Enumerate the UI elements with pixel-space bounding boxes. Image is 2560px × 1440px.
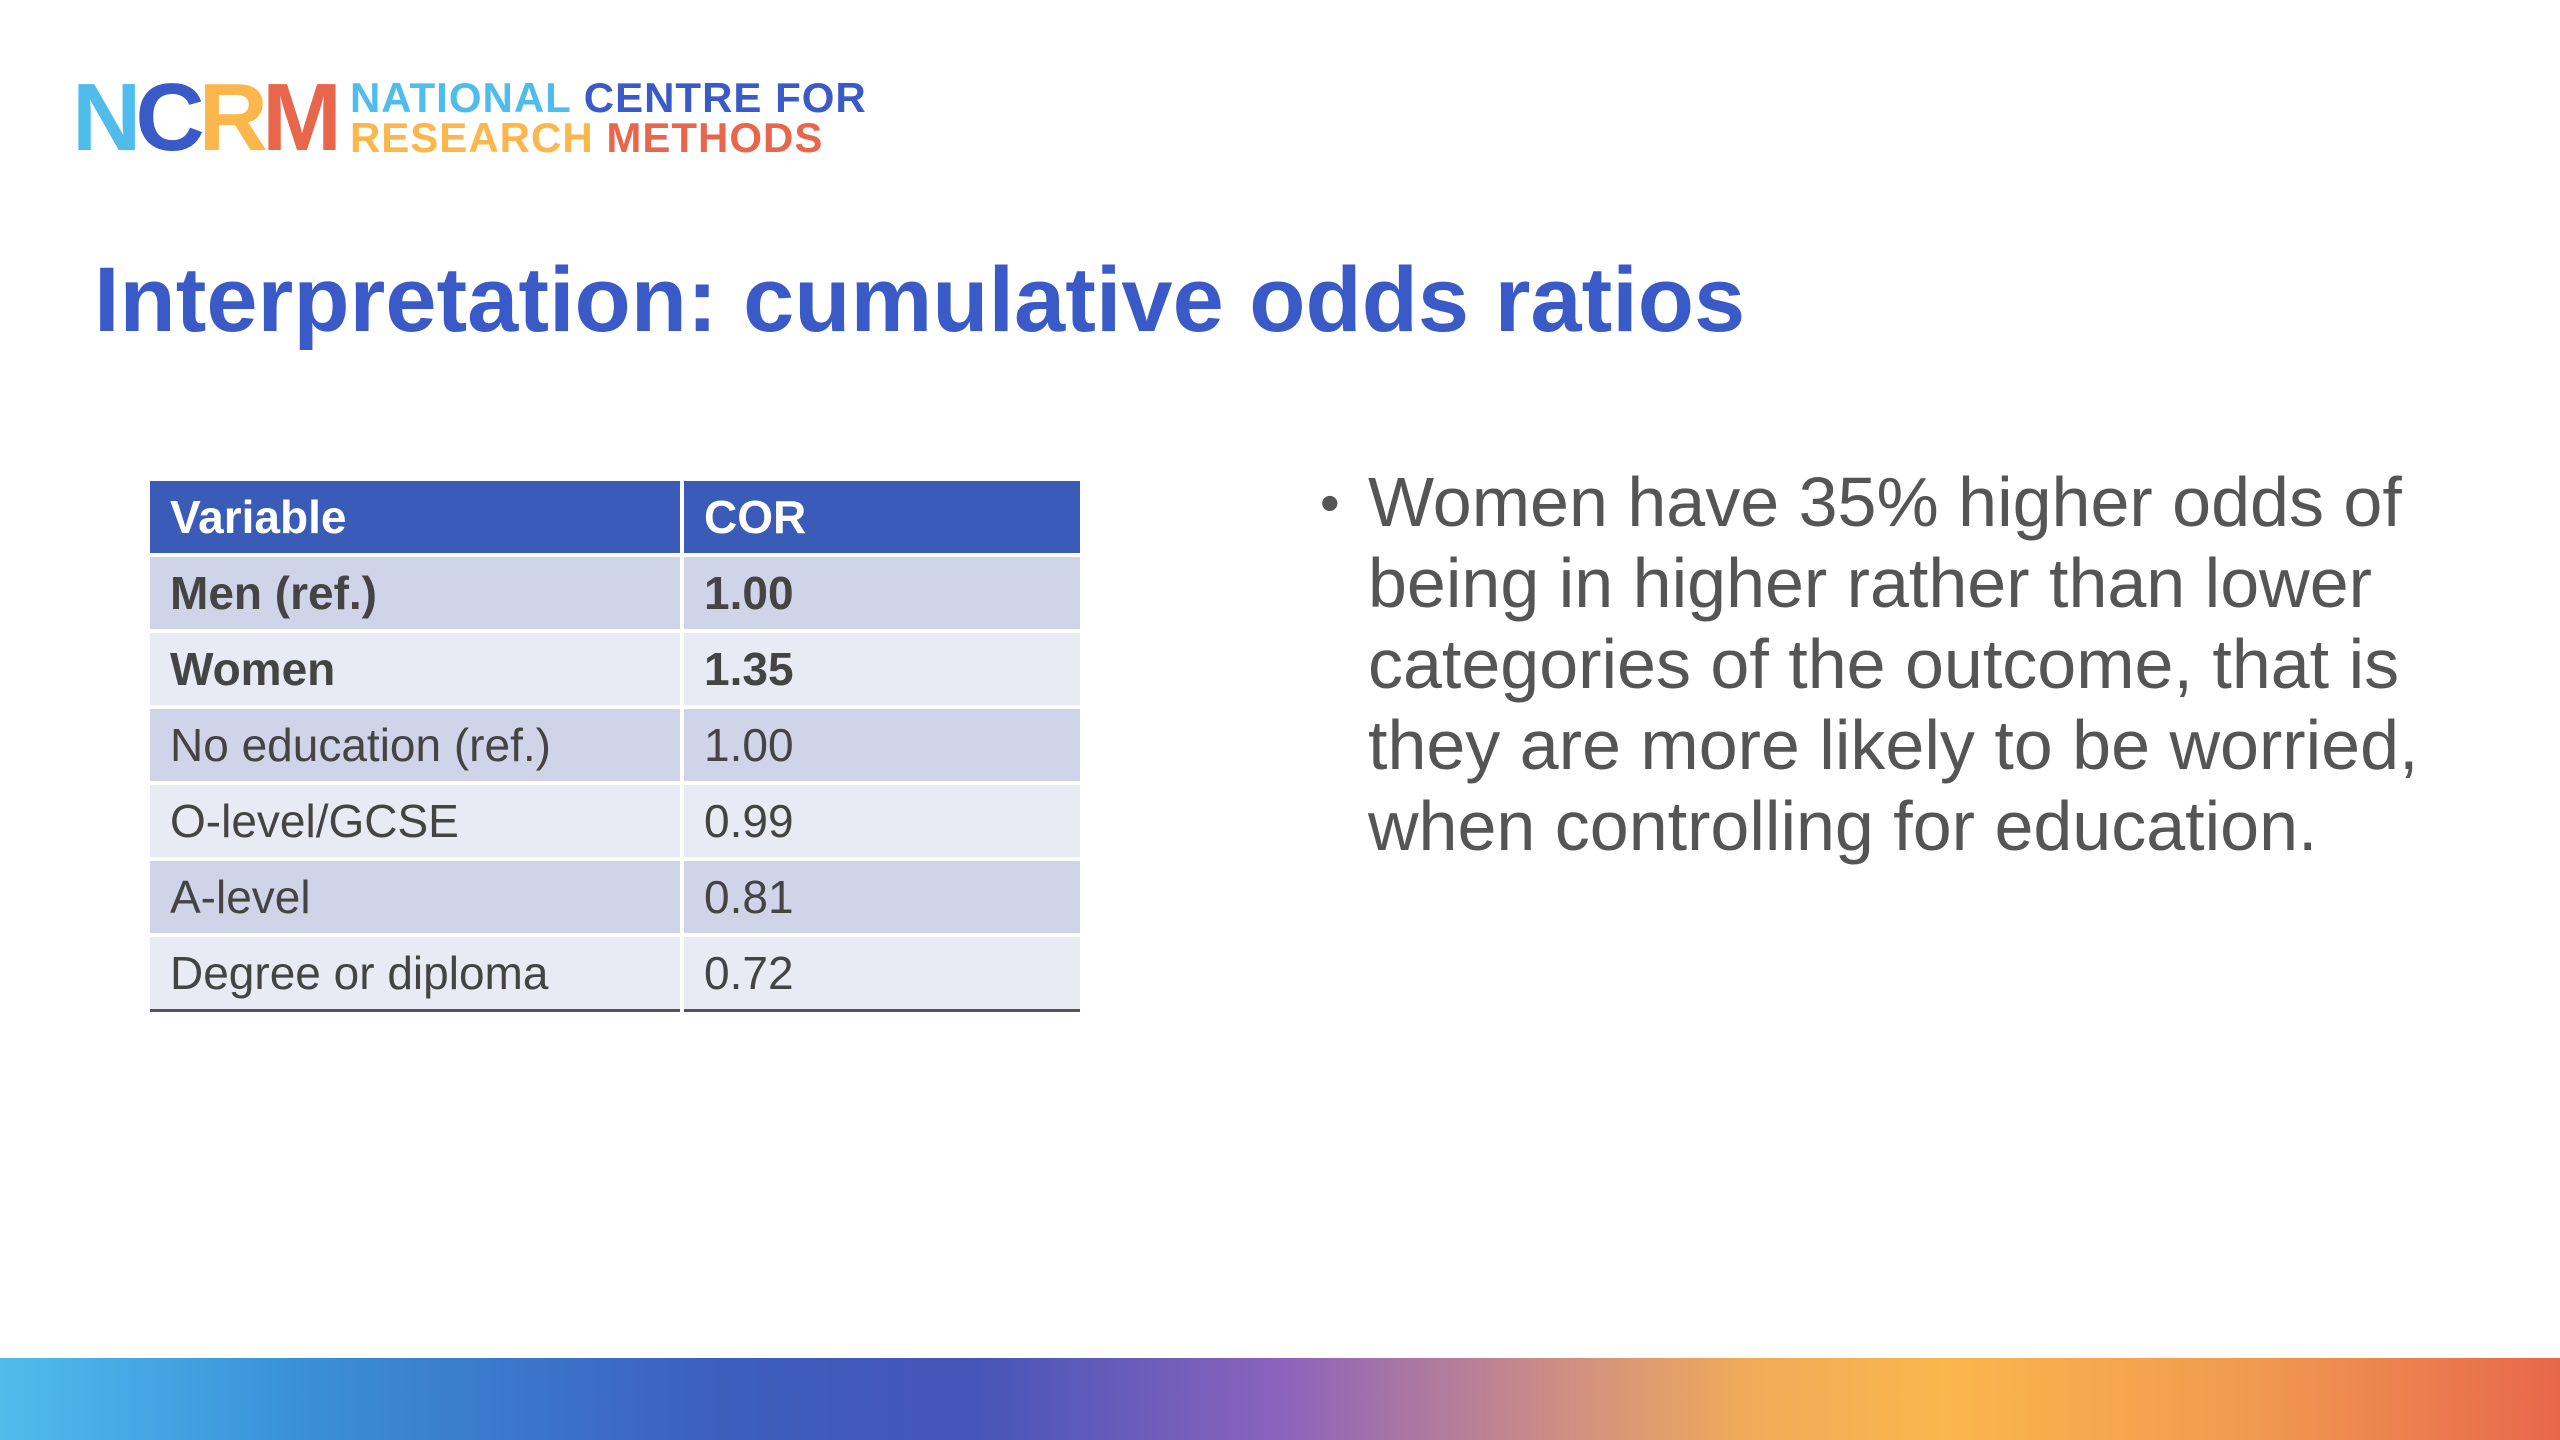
logo-letter-c: C: [135, 64, 204, 171]
slide-title: Interpretation: cumulative odds ratios: [94, 249, 1746, 351]
logo-word-research: RESEARCH: [349, 114, 594, 161]
cell-cor: 1.35: [682, 631, 1080, 709]
cell-cor: 0.99: [682, 783, 1080, 861]
table-header-row: Variable COR: [150, 481, 1080, 557]
table-row: Degree or diploma 0.72: [150, 935, 1080, 1012]
bullet-point: • Women have 35% higher odds of being in…: [1320, 462, 2480, 867]
logo-line-1: NATIONAL CENTRE FOR: [350, 77, 867, 119]
cell-cor: 0.72: [682, 935, 1080, 1012]
cell-variable: Men (ref.): [150, 555, 684, 633]
cell-variable: Women: [150, 631, 684, 709]
cell-variable: No education (ref.): [150, 707, 684, 785]
logo-letter-n: N: [72, 64, 141, 171]
table-row: Men (ref.) 1.00: [150, 555, 1080, 633]
table-row: No education (ref.) 1.00: [150, 707, 1080, 785]
cell-cor: 1.00: [682, 707, 1080, 785]
cor-table: Variable COR Men (ref.) 1.00 Women 1.35 …: [150, 481, 1080, 1012]
cell-variable: O-level/GCSE: [150, 783, 684, 861]
footer-gradient-bar: [0, 1358, 2560, 1440]
table-row: O-level/GCSE 0.99: [150, 783, 1080, 861]
cell-cor: 1.00: [682, 555, 1080, 633]
header-cor: COR: [682, 481, 1080, 557]
logo-wordmark: NATIONAL CENTRE FOR RESEARCH METHODS: [350, 77, 867, 159]
logo-letter-r: R: [198, 64, 268, 171]
cell-variable: Degree or diploma: [150, 935, 684, 1012]
table-row: A-level 0.81: [150, 859, 1080, 937]
cell-variable: A-level: [150, 859, 684, 937]
cell-cor: 0.81: [682, 859, 1080, 937]
logo-word-methods: METHODS: [606, 114, 824, 161]
header-variable: Variable: [150, 481, 684, 557]
table-row: Women 1.35: [150, 631, 1080, 709]
bullet-text: Women have 35% higher odds of being in h…: [1368, 463, 2419, 865]
logo-letter-m: M: [261, 64, 342, 171]
logo-line-2: RESEARCH METHODS: [350, 117, 867, 159]
logo-word-centre-for: CENTRE FOR: [583, 74, 867, 121]
logo-word-national: NATIONAL: [349, 74, 572, 121]
ncrm-logo: N C R M NATIONAL CENTRE FOR RESEARCH MET…: [72, 70, 867, 166]
ncrm-logo-mark: N C R M: [72, 64, 342, 171]
bullet-marker: •: [1320, 471, 1340, 534]
